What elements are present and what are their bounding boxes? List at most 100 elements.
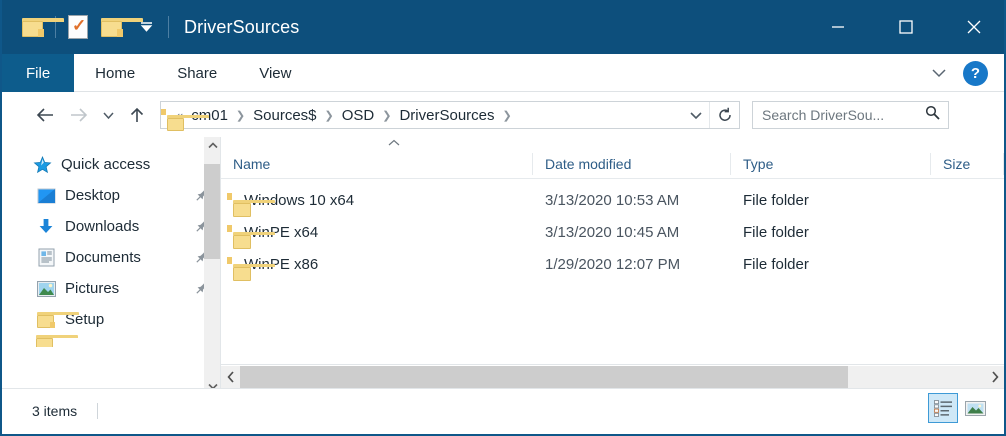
details-view-button[interactable]	[928, 393, 958, 423]
navigation-pane-scrollbar[interactable]	[204, 137, 221, 395]
minimize-button[interactable]	[804, 0, 872, 54]
title-bar: ✓ DriverSources	[2, 0, 1004, 54]
properties-icon[interactable]: ✓	[61, 10, 95, 44]
sidebar-item-documents[interactable]: Documents	[2, 242, 221, 273]
chevron-down-icon	[932, 69, 946, 78]
search-icon[interactable]	[925, 105, 940, 125]
new-folder-icon[interactable]	[95, 10, 143, 44]
up-button[interactable]	[120, 98, 154, 132]
breadcrumb-sources[interactable]: Sources$	[253, 106, 317, 124]
forward-button[interactable]	[62, 98, 96, 132]
file-rows: Windows 10 x64 3/13/2020 10:53 AM File f…	[221, 184, 1004, 281]
sidebar-item-label: Desktop	[65, 187, 121, 204]
tab-view[interactable]: View	[259, 64, 292, 82]
column-header-name[interactable]: Name	[221, 149, 533, 179]
chevron-right-icon	[991, 371, 999, 383]
minimize-icon	[832, 26, 844, 28]
refresh-button[interactable]	[709, 102, 739, 128]
customize-caret-icon[interactable]	[129, 10, 163, 44]
search-box[interactable]: Search DriverSou...	[752, 101, 949, 129]
folder-icon	[36, 311, 79, 329]
chevron-up-icon	[207, 142, 218, 149]
sidebar-item-label: Quick access	[61, 156, 151, 173]
table-row[interactable]: WinPE x64 3/13/2020 10:45 AM File folder	[221, 216, 1004, 249]
file-list-horizontal-scrollbar[interactable]	[221, 366, 1004, 388]
address-bar[interactable]: « cm01 ❯ Sources$ ❯ OSD ❯ DriverSources …	[160, 101, 740, 131]
breadcrumb-driversources[interactable]: DriverSources	[399, 106, 495, 124]
file-type-cell: File folder	[743, 223, 809, 241]
file-date-cell: 3/13/2020 10:45 AM	[545, 223, 680, 241]
sidebar-item-label: Documents	[65, 249, 141, 266]
close-button[interactable]	[940, 0, 1004, 54]
details-view-icon	[933, 399, 952, 417]
chevron-down-icon	[140, 22, 152, 32]
sort-ascending-icon	[387, 138, 401, 150]
item-count-label: 3 items	[32, 402, 78, 419]
sidebar-item-desktop[interactable]: Desktop	[2, 180, 221, 211]
sidebar-item-label: Pictures	[65, 280, 120, 297]
large-icons-view-icon	[964, 400, 986, 416]
download-icon	[36, 218, 56, 236]
title-divider	[168, 16, 169, 38]
breadcrumb-sep-2[interactable]: ❯	[324, 109, 334, 122]
tab-home[interactable]: Home	[95, 64, 136, 82]
sidebar-item-quick-access[interactable]: Quick access	[2, 149, 221, 180]
chevron-down-icon	[102, 111, 114, 119]
breadcrumb-sep-3[interactable]: ❯	[382, 109, 392, 122]
file-date-cell: 3/13/2020 10:53 AM	[545, 191, 680, 209]
collapse-ribbon-button[interactable]	[931, 65, 947, 81]
pane-divider[interactable]	[220, 137, 221, 395]
scrollbar-thumb[interactable]	[240, 366, 848, 388]
file-date-cell: 1/29/2020 12:07 PM	[545, 255, 681, 273]
file-name-cell[interactable]: WinPE x86	[221, 255, 533, 281]
breadcrumb-osd[interactable]: OSD	[341, 106, 375, 124]
sidebar-item-downloads[interactable]: Downloads	[2, 211, 221, 242]
file-name-cell[interactable]: Windows 10 x64	[221, 192, 533, 217]
table-row[interactable]: Windows 10 x64 3/13/2020 10:53 AM File f…	[221, 184, 1004, 217]
table-row[interactable]: WinPE x86 1/29/2020 12:07 PM File folder	[221, 248, 1004, 281]
sidebar-item-pictures[interactable]: Pictures	[2, 273, 221, 304]
large-icons-view-button[interactable]	[960, 393, 990, 423]
tab-file[interactable]: File	[2, 54, 75, 92]
address-dropdown-button[interactable]	[689, 102, 703, 128]
picture-icon	[36, 280, 56, 298]
column-header-size[interactable]: Size	[931, 149, 1004, 179]
tab-share[interactable]: Share	[177, 64, 218, 82]
file-type-cell: File folder	[743, 191, 809, 209]
file-name-label: WinPE x86	[244, 255, 319, 273]
star-icon	[32, 155, 52, 174]
back-button[interactable]	[28, 98, 62, 132]
scrollbar-top-divider	[221, 364, 1004, 365]
folder-icon[interactable]	[16, 10, 64, 44]
search-input[interactable]: Search DriverSou...	[762, 107, 885, 123]
arrow-left-icon	[36, 108, 53, 122]
help-button[interactable]: ?	[963, 60, 988, 86]
chevron-left-icon	[226, 371, 234, 383]
sidebar-item-partial[interactable]	[2, 335, 221, 347]
scroll-left-button[interactable]	[221, 366, 240, 388]
scrollbar-thumb[interactable]	[204, 164, 221, 259]
file-list-view: Name Date modified Type Size	[221, 137, 1004, 395]
desktop-icon	[36, 187, 56, 205]
column-header-type[interactable]: Type	[731, 149, 931, 179]
sidebar-item-setup[interactable]: Setup	[2, 304, 221, 335]
quick-access-toolbar: ✓ DriverSources	[2, 0, 299, 54]
breadcrumb-sep-4[interactable]: ❯	[502, 109, 512, 122]
document-icon	[36, 248, 56, 267]
breadcrumb-cm01[interactable]: cm01	[191, 106, 228, 124]
recent-locations-button[interactable]	[96, 98, 120, 132]
file-name-label: WinPE x64	[244, 223, 319, 241]
scroll-right-button[interactable]	[985, 366, 1004, 388]
scroll-up-button[interactable]	[204, 137, 221, 154]
status-bar: 3 items	[2, 388, 1004, 432]
maximize-button[interactable]	[872, 0, 940, 54]
column-header-date-modified[interactable]: Date modified	[533, 149, 731, 179]
sidebar-item-label: Setup	[65, 311, 105, 328]
file-name-cell[interactable]: WinPE x64	[221, 223, 533, 249]
explorer-body: Quick access Desktop	[2, 137, 1004, 395]
breadcrumb-sep-1[interactable]: ❯	[235, 109, 246, 122]
refresh-icon	[718, 107, 731, 121]
view-mode-buttons	[928, 393, 990, 423]
window-controls	[804, 0, 1004, 54]
